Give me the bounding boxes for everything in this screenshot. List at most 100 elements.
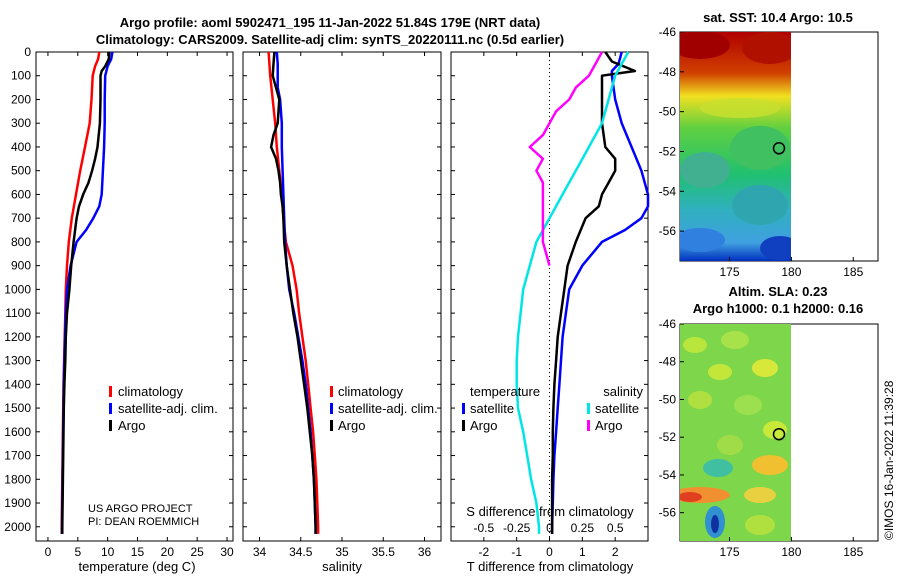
x-tick-label: 34 [253, 545, 267, 559]
legend-argo-swatch [109, 420, 112, 431]
legend-climatology-label: climatology [338, 384, 404, 399]
top-x-tick-label: 0 [546, 521, 553, 535]
temperature-panel: 0 5 10 15 20 25 300100200300400500600700800900… [4, 45, 234, 574]
y-tick-label: 1200 [4, 330, 31, 344]
legend-satellite-label: satellite-adj. clim. [118, 401, 218, 416]
legend-s-argo-label: Argo [595, 418, 622, 433]
y-tick-label: 800 [11, 235, 31, 249]
y-tick-label: 1900 [4, 496, 31, 510]
title-line-1: Argo profile: aoml 5902471_195 11-Jan-20… [119, 15, 541, 30]
y-tick-label: 600 [11, 187, 31, 201]
legend-s-argo-swatch [587, 420, 590, 431]
title-line-2: Climatology: CARS2009. Satellite-adj cli… [95, 32, 565, 47]
argo-position-marker [772, 427, 786, 441]
x-tick-label: 36 [418, 545, 432, 559]
imos-watermark: ©IMOS 16-Jan-2022 11:39:28 [882, 380, 896, 540]
x-tick-label: 34.5 [289, 545, 313, 559]
map-x-tick-label: 175 [719, 545, 739, 559]
map-y-tick-label: -56 [659, 224, 677, 238]
legend-satellite-swatch [330, 403, 333, 414]
argo-position-marker [772, 142, 786, 155]
difference-panel: -2 -1 0 1 2 -0.5 -0.25 0 0.25 0.5 T difference fr… [450, 51, 650, 574]
salinity-xlabel: salinity [322, 559, 362, 574]
legend-salinity-title: salinity [603, 384, 643, 399]
legend-argo-label: Argo [118, 418, 145, 433]
legend-climatology-swatch [109, 386, 112, 397]
x-tick-label: 30 [220, 545, 234, 559]
y-tick-label: 1400 [4, 377, 31, 391]
sla-heatmap [680, 324, 791, 541]
y-tick-label: 700 [11, 211, 31, 225]
y-tick-label: 300 [11, 116, 31, 130]
map-y-tick-label: -46 [659, 25, 677, 39]
t-diff-xlabel: T difference from climatology [467, 559, 634, 574]
temperature-xlabel: temperature (deg C) [78, 559, 195, 574]
y-tick-label: 100 [11, 69, 31, 83]
x-tick-label: -2 [478, 545, 489, 559]
legend-t-satellite-label: satellite [470, 401, 514, 416]
map-x-tick-label: 175 [719, 265, 739, 279]
top-x-tick-label: 0.25 [571, 521, 595, 535]
x-tick-label: 2 [612, 545, 619, 559]
series-line-argo [61, 51, 111, 534]
map-y-tick-label: -50 [659, 105, 677, 119]
legend-s-satellite-label: satellite [595, 401, 639, 416]
map-y-tick-label: -50 [659, 392, 677, 406]
legend-argo-label: Argo [338, 418, 365, 433]
pi-annotation: PI: DEAN ROEMMICH [88, 516, 199, 528]
y-tick-label: 400 [11, 140, 31, 154]
y-tick-label: 1500 [4, 401, 31, 415]
y-tick-label: 1800 [4, 472, 31, 486]
s-diff-xlabel: S difference from climatology [466, 504, 634, 519]
x-tick-label: 35.5 [372, 545, 396, 559]
series-line-t-satellite [550, 51, 650, 534]
x-tick-label: 0 [45, 545, 52, 559]
map-y-tick-label: -48 [659, 65, 677, 79]
map-x-tick-label: 185 [843, 265, 863, 279]
map-x-tick-label: 180 [781, 545, 801, 559]
x-tick-label: 10 [101, 545, 115, 559]
difference-legend: temperature satellite Argo salinity sate… [462, 384, 643, 433]
salinity-legend: climatology satellite-adj. clim. Argo [330, 384, 438, 433]
temperature-legend: climatology satellite-adj. clim. Argo [109, 384, 218, 433]
x-tick-label: 20 [161, 545, 175, 559]
map-x-tick-label: 185 [843, 545, 863, 559]
legend-satellite-label: satellite-adj. clim. [338, 401, 438, 416]
map-y-tick-label: -48 [659, 355, 677, 369]
sla-map-panel: Altim. SLA: 0.23 Argo h1000: 0.1 h2000: … [659, 284, 879, 559]
x-tick-label: -1 [511, 545, 522, 559]
map-y-tick-label: -54 [659, 184, 677, 198]
y-tick-label: 1300 [4, 354, 31, 368]
y-tick-label: 0 [24, 45, 31, 59]
x-tick-label: 5 [74, 545, 81, 559]
y-tick-label: 1100 [5, 306, 31, 320]
y-tick-label: 1000 [4, 282, 31, 296]
legend-t-argo-label: Argo [470, 418, 497, 433]
y-tick-label: 1700 [4, 449, 31, 463]
x-tick-label: 15 [131, 545, 145, 559]
x-tick-label: 35 [335, 545, 349, 559]
x-tick-label: 0 [546, 545, 553, 559]
legend-climatology-swatch [330, 386, 333, 397]
y-tick-label: 500 [11, 164, 31, 178]
legend-t-satellite-swatch [462, 403, 465, 414]
top-x-tick-label: -0.25 [503, 521, 531, 535]
y-tick-label: 900 [11, 259, 31, 273]
y-tick-label: 2000 [4, 520, 31, 534]
top-x-tick-label: -0.5 [473, 521, 494, 535]
map-y-tick-label: -54 [659, 468, 677, 482]
map-y-tick-label: -56 [659, 506, 677, 520]
legend-temperature-title: temperature [470, 384, 540, 399]
figure-title: Argo profile: aoml 5902471_195 11-Jan-20… [20, 14, 640, 48]
map-y-tick-label: -52 [659, 430, 677, 444]
series-line-s-satellite [515, 51, 630, 534]
y-tick-label: 200 [11, 92, 31, 106]
sla-map-subtitle: Argo h1000: 0.1 h2000: 0.16 [693, 301, 864, 316]
series-line-s-argo [528, 51, 604, 266]
sla-map-title: Altim. SLA: 0.23 [729, 284, 828, 299]
salinity-panel: 34 34.5 35 35.5 36 salinity climatology sate… [242, 51, 442, 574]
legend-satellite-swatch [109, 403, 112, 414]
x-tick-label: 1 [579, 545, 586, 559]
x-tick-label: 25 [191, 545, 205, 559]
